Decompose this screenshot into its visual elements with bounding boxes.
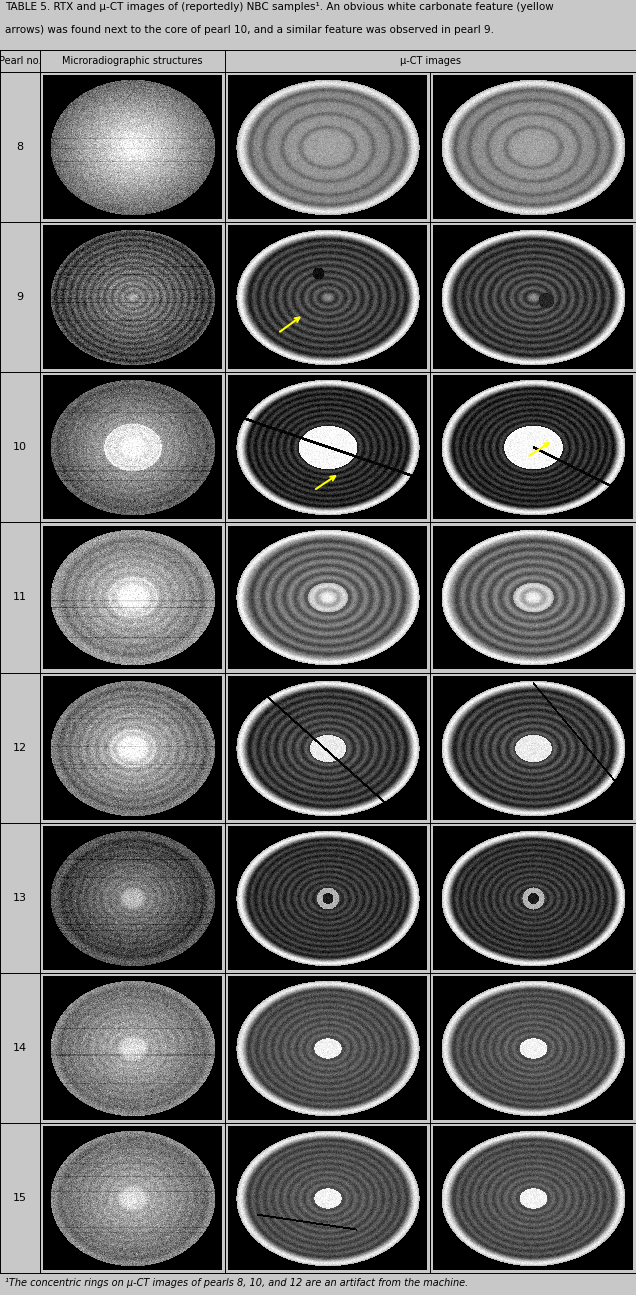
Text: ¹The concentric rings on μ-CT images of pearls 8, 10, and 12 are an artifact fro: ¹The concentric rings on μ-CT images of … — [5, 1278, 468, 1289]
Text: Pearl no.: Pearl no. — [0, 56, 41, 66]
Text: arrows) was found next to the core of pearl 10, and a similar feature was observ: arrows) was found next to the core of pe… — [5, 25, 494, 35]
Text: 13: 13 — [13, 892, 27, 903]
Text: 12: 12 — [13, 742, 27, 752]
Text: 15: 15 — [13, 1193, 27, 1203]
Text: Microradiographic structures: Microradiographic structures — [62, 56, 203, 66]
Text: 8: 8 — [17, 142, 24, 152]
Text: 11: 11 — [13, 592, 27, 602]
Text: 14: 14 — [13, 1042, 27, 1053]
Text: 9: 9 — [17, 293, 24, 302]
Text: μ-CT images: μ-CT images — [400, 56, 461, 66]
Text: TABLE 5. RTX and μ-CT images of (reportedly) NBC samples¹. An obvious white carb: TABLE 5. RTX and μ-CT images of (reporte… — [5, 1, 554, 12]
Text: 10: 10 — [13, 443, 27, 452]
